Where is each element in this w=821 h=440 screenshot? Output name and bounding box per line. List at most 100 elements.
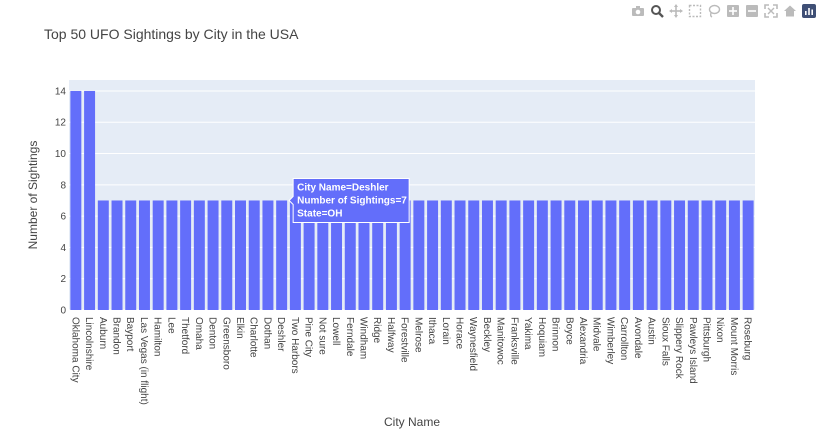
bar[interactable] [207,200,219,310]
zoom-out-icon[interactable] [744,3,760,19]
bar[interactable] [276,200,288,310]
bar[interactable] [303,200,315,310]
bar[interactable] [495,200,507,310]
autoscale-icon[interactable] [763,3,779,19]
bar[interactable] [70,90,82,310]
bar[interactable] [248,200,260,310]
bars [70,90,754,310]
plotly-logo-icon[interactable] [801,3,817,19]
x-tick-label: Ridge [371,317,382,344]
bar[interactable] [468,200,480,310]
x-tick-label: Beckley [481,317,492,352]
x-tick-label: Pawleys Island [687,317,698,384]
bar[interactable] [550,200,562,310]
y-tick-label: 0 [60,306,66,317]
bar[interactable] [715,200,727,310]
x-tick-label: Las Vegas (in flight) [138,317,149,405]
bar[interactable] [193,200,205,310]
bar[interactable] [317,200,329,310]
bar[interactable] [742,200,754,310]
bar[interactable] [646,200,658,310]
bar[interactable] [536,200,548,310]
x-tick-label: Midvale [591,317,602,352]
x-tick-label: Halfway [385,317,396,353]
bar[interactable] [605,200,617,310]
x-tick-label: Omaha [193,317,204,350]
bar[interactable] [701,200,713,310]
bar[interactable] [413,200,425,310]
x-tick-label: Waynesfield [467,317,478,371]
bar[interactable] [358,200,370,310]
bar[interactable] [509,200,521,310]
x-tick-label: Windham [357,317,368,359]
bar[interactable] [619,200,631,310]
x-tick-label: Yakima [522,317,533,350]
x-axis-ticks: Oklahoma City Lincolnshire Auburn Brandon Ba… [69,317,752,405]
bar[interactable] [440,200,452,310]
bar[interactable] [454,200,466,310]
bar[interactable] [331,200,343,310]
bar[interactable] [687,200,699,310]
bar[interactable] [372,200,384,310]
bar[interactable] [523,200,535,310]
bar[interactable] [660,200,672,310]
x-tick-label: Hamilton [152,317,163,356]
bar[interactable] [138,200,150,310]
bar[interactable] [632,200,644,310]
bar[interactable] [344,200,356,310]
bar[interactable] [152,200,164,310]
bar[interactable] [111,200,123,310]
y-tick-label: 14 [55,86,67,97]
bar[interactable] [125,200,137,310]
x-tick-label: Auburn [97,317,108,349]
bar[interactable] [481,200,493,310]
bar[interactable] [427,200,439,310]
zoom-icon[interactable] [649,3,665,19]
x-tick-label: Not sure [316,317,327,355]
bar[interactable] [97,200,109,310]
bar[interactable] [166,200,178,310]
zoom-in-icon[interactable] [725,3,741,19]
x-tick-label: Lowell [330,317,341,345]
x-tick-label: Franksville [508,317,519,365]
x-tick-label: Hoquiam [536,317,547,357]
bar[interactable] [262,200,274,310]
x-tick-label: Alexandria [577,317,588,365]
x-tick-label: Horace [454,317,465,350]
bar[interactable] [84,90,96,310]
hover-line: State=OH [297,208,342,219]
pan-icon[interactable] [668,3,684,19]
lasso-select-icon[interactable] [706,3,722,19]
bar[interactable] [564,200,576,310]
bar[interactable] [728,200,740,310]
camera-icon[interactable] [630,3,646,19]
x-tick-label: Roseburg [742,317,753,360]
bar[interactable] [674,200,686,310]
x-tick-label: Boyce [563,317,574,345]
hover-line: Number of Sightings=7 [297,195,407,206]
x-tick-label: Lincolnshire [83,317,94,371]
y-axis-ticks: 0 2 4 6 8 10 12 14 [55,86,67,316]
x-tick-label: Manitowoc [495,317,506,365]
bar[interactable] [221,200,233,310]
y-tick-label: 10 [55,149,67,160]
box-select-icon[interactable] [687,3,703,19]
x-tick-label: Sioux Falls [659,317,670,366]
x-tick-label: Ithaca [426,317,437,345]
bar[interactable] [591,200,603,310]
bar[interactable] [289,200,301,310]
bar[interactable] [578,200,589,310]
y-tick-label: 12 [55,118,67,129]
x-tick-label: Mount Morris [728,317,739,375]
bar[interactable] [385,200,397,310]
hover-tooltip: City Name=Deshler Number of Sightings=7 St… [288,177,410,223]
reset-axes-icon[interactable] [782,3,798,19]
x-tick-label: Denton [207,317,218,349]
bar[interactable] [180,200,192,310]
hover-box [288,177,410,223]
x-tick-label: Avondale [632,317,643,359]
y-tick-label: 8 [60,180,66,191]
bar[interactable] [399,200,411,310]
x-tick-label: Carrollton [618,317,629,360]
bar[interactable] [235,200,246,310]
